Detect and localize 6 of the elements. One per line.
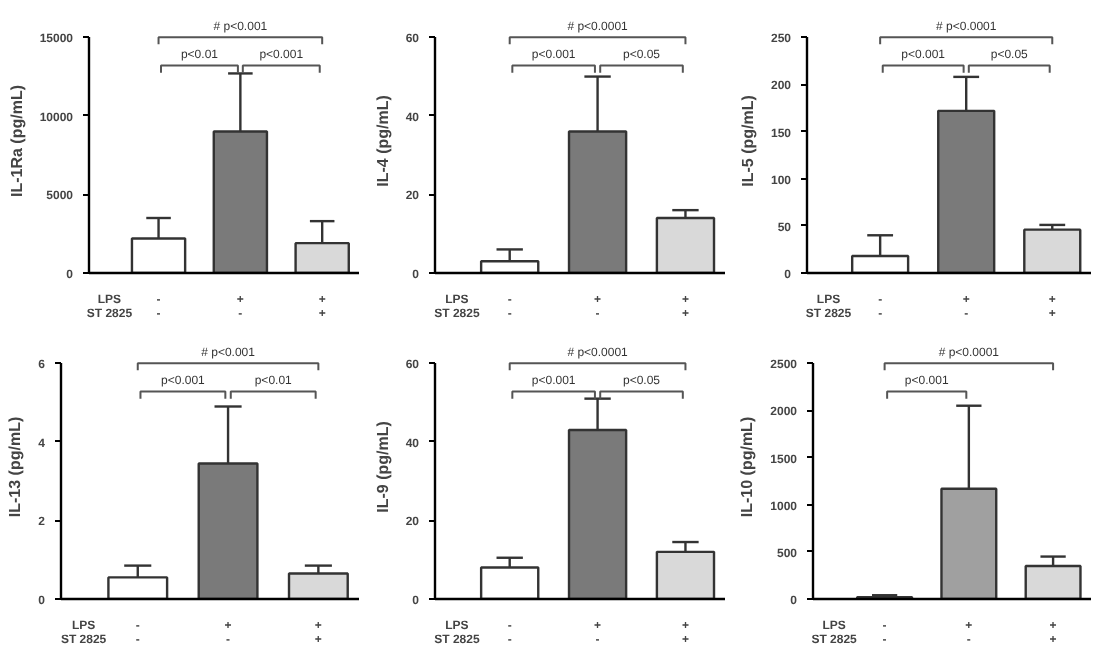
y-axis-title: IL-5 (pg/mL)	[738, 94, 757, 187]
y-axis-title: IL-1Ra (pg/mL)	[7, 84, 26, 197]
y-axis-title: IL-9 (pg/mL)	[373, 420, 392, 513]
y-axis-title: IL-4 (pg/mL)	[373, 94, 392, 187]
y-axis-title: IL-10 (pg/mL)	[738, 416, 757, 518]
y-axis-title: IL-13 (pg/mL)	[6, 416, 25, 518]
